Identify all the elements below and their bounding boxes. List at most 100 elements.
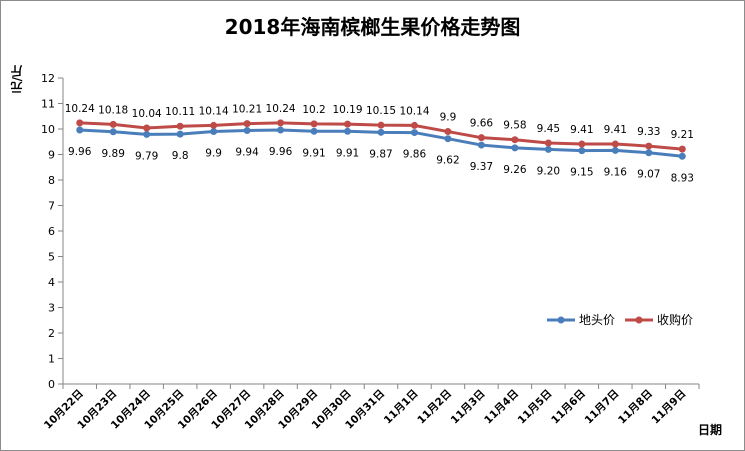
series-0-point-5	[243, 127, 251, 135]
series-1-point-5	[243, 120, 251, 128]
series-0-label-14: 9.20	[537, 165, 560, 177]
series-0-point-13	[511, 144, 519, 152]
y-tick-label-9: 9	[48, 149, 55, 162]
y-tick-label-0: 0	[48, 378, 55, 391]
x-tick-label-12: 11月3日	[449, 388, 488, 427]
series-0-point-17	[645, 149, 653, 157]
y-tick-label-4: 4	[48, 276, 55, 289]
series-1-point-8	[344, 120, 352, 128]
y-tick-label-10: 10	[41, 123, 55, 136]
series-0-label-15: 9.15	[570, 167, 593, 179]
x-tick-label-18: 11月9日	[650, 388, 689, 427]
series-0-label-17: 9.07	[637, 169, 660, 181]
series-0-label-10: 9.86	[403, 149, 427, 161]
series-1-label-1: 10.18	[98, 104, 128, 116]
series-1-label-14: 9.45	[537, 123, 560, 135]
series-0-point-1	[109, 128, 117, 136]
series-0-label-6: 9.96	[269, 146, 293, 158]
series-1-point-17	[645, 142, 653, 150]
series-0-point-14	[544, 145, 552, 153]
series-1-label-6: 10.24	[266, 103, 296, 115]
series-1-point-1	[109, 120, 117, 128]
series-0-point-9	[377, 128, 385, 136]
series-1-point-3	[176, 122, 184, 130]
series-1-label-4: 10.14	[199, 105, 229, 117]
x-tick-label-11: 11月2日	[415, 388, 454, 427]
legend-label-0: 地头价	[579, 313, 616, 327]
series-1-label-0: 10.24	[65, 103, 95, 115]
series-1-point-13	[511, 136, 519, 144]
series-0-label-5: 9.94	[235, 147, 259, 159]
series-0-label-4: 9.9	[205, 148, 222, 160]
y-tick-label-12: 12	[41, 72, 55, 85]
y-tick-label-5: 5	[48, 251, 55, 264]
series-0-point-18	[678, 152, 686, 160]
series-0-point-2	[143, 130, 151, 138]
series-1-label-2: 10.04	[132, 108, 162, 120]
series-0-label-18: 8.93	[671, 172, 694, 184]
series-0-label-16: 9.16	[604, 166, 628, 178]
y-tick-label-7: 7	[48, 200, 55, 213]
series-1-point-0	[76, 119, 84, 127]
series-1-label-18: 9.21	[671, 129, 694, 141]
y-tick-label-1: 1	[48, 353, 55, 366]
x-tick-label-16: 11月7日	[583, 388, 622, 427]
series-0-point-3	[176, 130, 184, 138]
series-1-point-10	[410, 121, 418, 129]
series-0-label-8: 9.91	[336, 147, 359, 159]
x-tick-label-15: 11月6日	[549, 388, 588, 427]
series-1-point-18	[678, 145, 686, 153]
y-tick-label-3: 3	[48, 302, 55, 315]
series-0-point-4	[210, 128, 218, 136]
series-1-point-2	[143, 124, 151, 132]
series-0-label-1: 9.89	[102, 148, 125, 160]
series-1-label-9: 10.15	[366, 105, 396, 117]
legend: 地头价 收购价	[547, 311, 693, 328]
series-1-point-4	[210, 121, 218, 129]
chart-title: 2018年海南槟榔生果价格走势图	[224, 15, 521, 39]
y-tick-label-6: 6	[48, 225, 55, 238]
series-1-label-3: 10.11	[165, 106, 195, 118]
series-0-point-0	[76, 126, 84, 134]
series-1-label-10: 10.14	[399, 105, 429, 117]
series-0-label-0: 9.96	[68, 146, 92, 158]
series-1-label-13: 9.58	[503, 120, 526, 132]
series-1-label-15: 9.41	[570, 124, 593, 136]
series-1-point-15	[578, 140, 586, 148]
series-0-label-13: 9.26	[503, 164, 527, 176]
x-tick-label-14: 11月5日	[516, 388, 555, 427]
series-0-point-8	[344, 127, 352, 135]
series-0-label-12: 9.37	[470, 161, 493, 173]
series-1-label-5: 10.21	[232, 104, 262, 116]
series-0-point-6	[277, 126, 285, 134]
x-tick-label-10: 11月1日	[382, 388, 421, 427]
series-1-point-14	[544, 139, 552, 147]
series-0-point-10	[410, 129, 418, 137]
legend-item-0: 地头价	[547, 311, 615, 328]
series-1-label-16: 9.41	[604, 124, 627, 136]
series-1-point-6	[277, 119, 285, 127]
series-1-label-8: 10.19	[332, 104, 362, 116]
legend-label-1: 收购价	[657, 313, 694, 327]
series-0-point-11	[444, 135, 452, 143]
series-1-point-12	[477, 134, 485, 142]
series-1-label-11: 9.9	[440, 112, 457, 124]
series-1-point-9	[377, 121, 385, 129]
legend-swatch-1	[625, 316, 654, 323]
series-1-point-16	[611, 140, 619, 148]
series-1-label-7: 10.2	[302, 104, 325, 116]
series-1-label-17: 9.33	[637, 126, 660, 138]
legend-item-1: 收购价	[625, 311, 693, 328]
y-tick-label-11: 11	[41, 98, 55, 111]
series-0-label-11: 9.62	[436, 155, 459, 167]
series-0-point-12	[477, 141, 485, 149]
legend-swatch-0	[547, 316, 575, 323]
series-1-label-12: 9.66	[470, 118, 494, 130]
series-0-label-2: 9.79	[135, 150, 158, 162]
x-axis-label: 日期	[698, 423, 723, 437]
series-0-point-16	[611, 146, 619, 154]
series-1-point-7	[310, 120, 318, 128]
series-0-point-15	[578, 147, 586, 155]
